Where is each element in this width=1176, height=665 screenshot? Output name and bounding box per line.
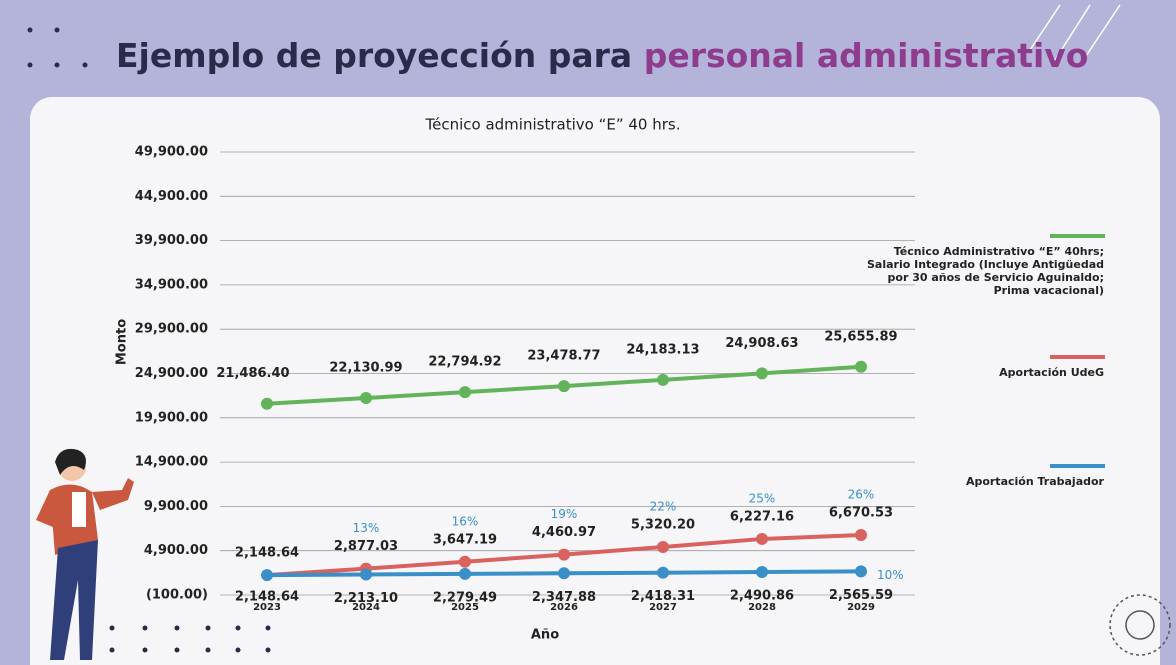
y-tick-label: 49,900.00 xyxy=(135,145,208,160)
y-axis-label: Monto xyxy=(115,319,130,365)
percent-label: 13% xyxy=(353,521,380,535)
slide-title: Ejemplo de proyección para personal admi… xyxy=(116,36,1088,75)
y-tick-label: 14,900.00 xyxy=(135,455,208,470)
value-label: 2,418.31 xyxy=(631,589,695,604)
data-point xyxy=(558,380,570,393)
value-label: 4,460.97 xyxy=(532,525,596,540)
data-point xyxy=(360,392,372,405)
x-tick-label: 2023 xyxy=(253,602,281,613)
data-point xyxy=(855,360,867,373)
value-label: 2,347.88 xyxy=(532,590,596,605)
illustration xyxy=(36,448,134,660)
percent-label: 22% xyxy=(650,499,677,513)
data-point xyxy=(261,397,273,410)
value-label: 25,655.89 xyxy=(824,329,897,344)
x-axis-label: Año xyxy=(531,628,559,643)
value-label: 23,478.77 xyxy=(527,349,600,364)
data-point xyxy=(855,529,867,542)
deco-lines xyxy=(1029,4,1171,656)
data-point xyxy=(657,540,669,553)
y-tick-label: 39,900.00 xyxy=(135,233,208,248)
data-point xyxy=(756,367,768,380)
chart-title: Técnico administrativo “E” 40 hrs. xyxy=(425,116,681,134)
value-label: 2,148.64 xyxy=(235,546,299,561)
y-tick-label: 9,900.00 xyxy=(144,499,208,514)
value-label: 21,486.40 xyxy=(216,366,289,381)
title-highlight: personal administrativo xyxy=(644,36,1089,75)
value-label: 5,320.20 xyxy=(631,517,695,532)
data-point xyxy=(756,532,768,545)
data-point xyxy=(261,569,273,582)
value-label: 2,565.59 xyxy=(829,588,893,603)
y-tick-label: 24,900.00 xyxy=(135,366,208,381)
value-label: 22,794.92 xyxy=(428,355,501,370)
y-tick-label: 4,900.00 xyxy=(144,543,208,558)
x-tick-label: 2026 xyxy=(550,602,578,613)
data-point xyxy=(756,566,768,579)
data-point xyxy=(459,555,471,568)
end-label: 10% xyxy=(877,568,904,582)
y-tick-label: (100.00) xyxy=(146,588,208,603)
legend-label: Aportación UdeG xyxy=(999,366,1104,379)
percent-label: 19% xyxy=(551,507,578,521)
value-label: 24,908.63 xyxy=(725,336,798,351)
dots xyxy=(27,27,271,653)
value-label: 2,877.03 xyxy=(334,539,398,554)
y-tick-label: 29,900.00 xyxy=(135,322,208,337)
value-label: 6,670.53 xyxy=(829,506,893,521)
y-tick-label: 19,900.00 xyxy=(135,410,208,425)
panel xyxy=(30,97,1160,665)
y-tick-label: 44,900.00 xyxy=(135,189,208,204)
percent-label: 16% xyxy=(452,514,479,528)
x-tick-label: 2029 xyxy=(847,602,875,613)
value-label: 6,227.16 xyxy=(730,509,794,524)
data-point xyxy=(657,373,669,386)
data-point xyxy=(657,566,669,579)
percent-label: 25% xyxy=(749,491,776,505)
x-tick-label: 2027 xyxy=(649,602,677,613)
value-label: 2,213.10 xyxy=(334,591,398,606)
value-label: 22,130.99 xyxy=(329,361,402,376)
data-point xyxy=(459,567,471,580)
x-tick-label: 2028 xyxy=(748,602,776,613)
data-point xyxy=(558,548,570,561)
x-tick-label: 2024 xyxy=(352,602,380,613)
legend-label: Técnico Administrativo “E” 40hrs; Salari… xyxy=(867,245,1104,297)
value-label: 2,148.64 xyxy=(235,590,299,605)
y-tick-label: 34,900.00 xyxy=(135,277,208,292)
value-label: 24,183.13 xyxy=(626,342,699,357)
data-point xyxy=(459,386,471,399)
percent-label: 26% xyxy=(848,488,875,502)
legend-label: Aportación Trabajador xyxy=(965,475,1104,488)
x-tick-label: 2025 xyxy=(451,602,479,613)
value-label: 2,490.86 xyxy=(730,589,794,604)
value-label: 2,279.49 xyxy=(433,590,497,605)
title-main: Ejemplo de proyección para xyxy=(116,36,632,75)
value-label: 3,647.19 xyxy=(433,532,497,547)
data-point xyxy=(558,567,570,580)
data-point xyxy=(360,568,372,581)
data-point xyxy=(855,565,867,578)
